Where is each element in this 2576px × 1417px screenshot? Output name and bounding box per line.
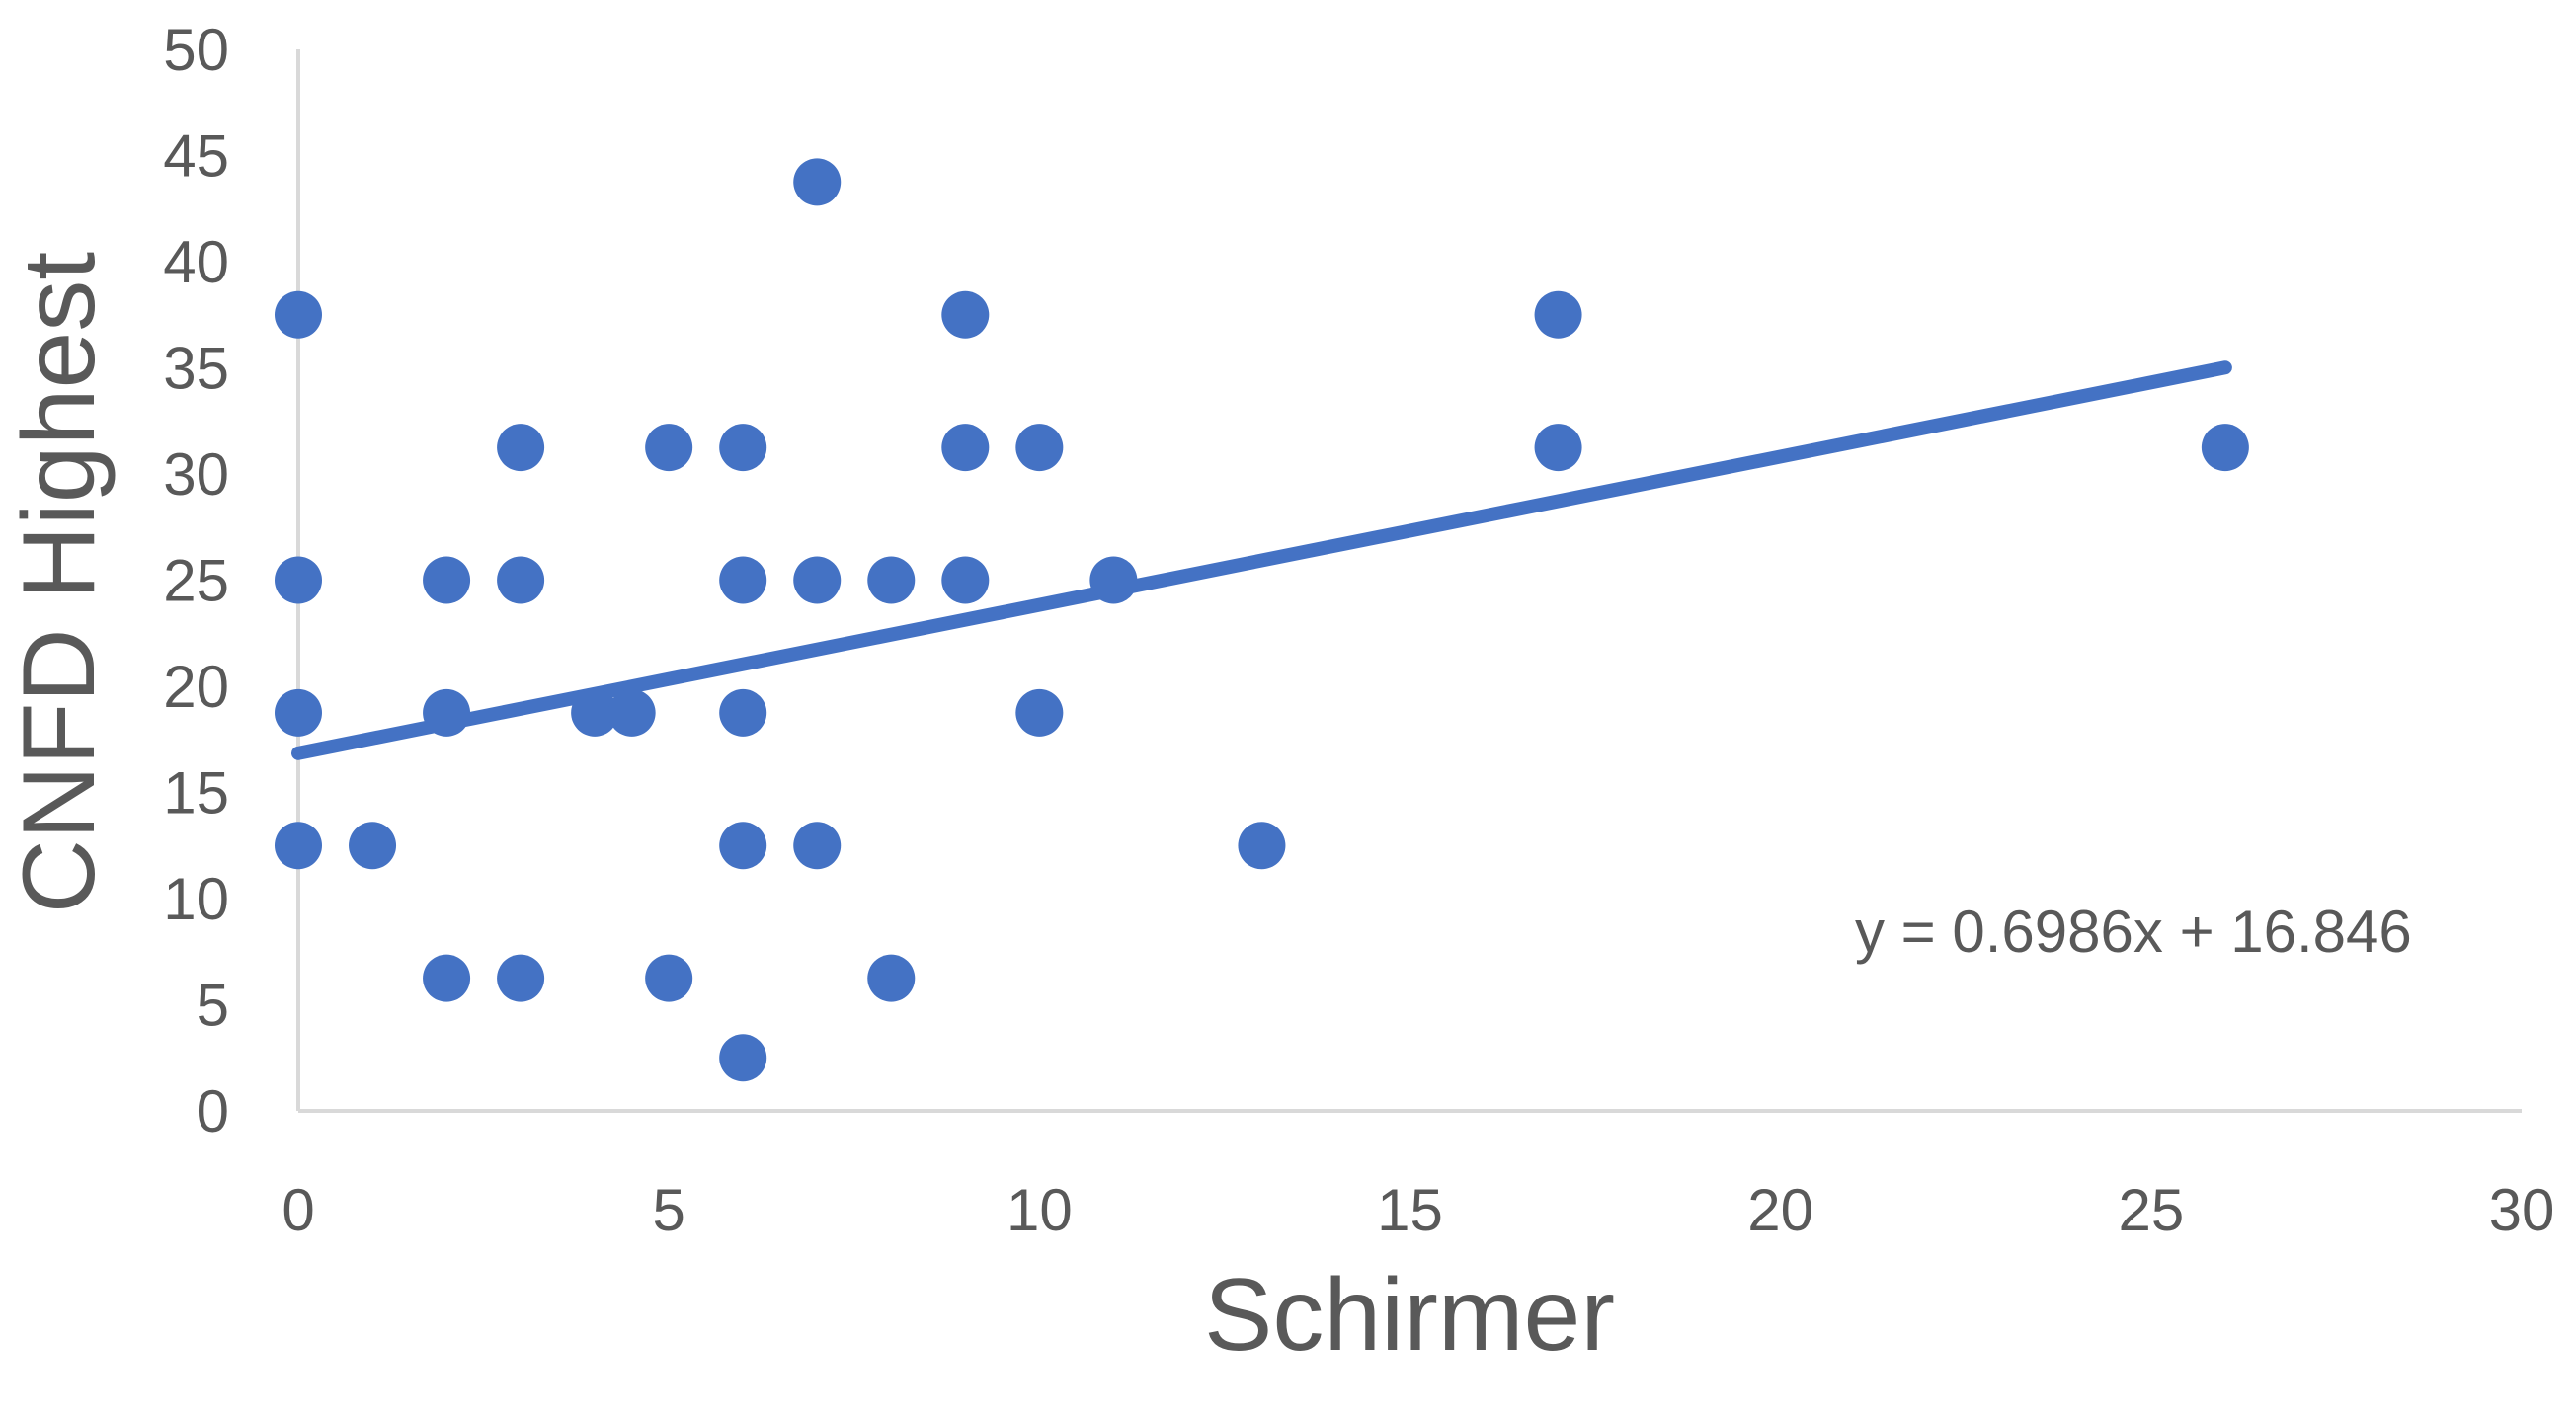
trendline-group: [291, 360, 2232, 760]
data-point: [1015, 688, 1064, 737]
data-point: [275, 290, 322, 339]
y-tick-label: 50: [163, 17, 229, 83]
data-point: [867, 954, 916, 1002]
x-tick-label: 15: [1377, 1177, 1443, 1243]
data-point: [571, 688, 619, 737]
y-axis-title: CNFD Highest: [2, 252, 117, 913]
y-tick-label: 5: [197, 973, 229, 1039]
y-tick-labels: 0 5 10 15 20 25 30 35 40 45 50: [163, 17, 229, 1144]
x-tick-label: 10: [1006, 1177, 1073, 1243]
data-point: [423, 954, 471, 1002]
trendline-equation: y = 0.6986x + 16.846: [1855, 899, 2412, 965]
x-tick-labels: 0 5 10 15 20 25 30: [282, 1177, 2554, 1243]
data-point: [941, 290, 990, 339]
x-tick-label: 30: [2489, 1177, 2555, 1243]
x-tick-label: 5: [652, 1177, 684, 1243]
y-tick-label: 15: [163, 760, 229, 827]
data-point: [1238, 822, 1286, 870]
data-point: [2201, 424, 2249, 472]
data-point: [793, 158, 842, 206]
data-point: [275, 556, 322, 604]
data-point: [719, 556, 767, 604]
y-tick-label: 45: [163, 123, 229, 190]
data-point: [1534, 424, 1582, 472]
y-tick-label: 0: [197, 1078, 229, 1144]
data-point: [941, 556, 990, 604]
data-point: [719, 424, 767, 472]
data-point: [719, 822, 767, 870]
data-point: [607, 688, 656, 737]
y-tick-label: 40: [163, 229, 229, 295]
data-point: [423, 688, 471, 737]
data-point: [645, 954, 693, 1002]
data-point: [719, 1034, 767, 1082]
data-point: [719, 688, 767, 737]
data-point: [867, 556, 916, 604]
data-point: [1089, 556, 1138, 604]
data-point: [793, 822, 842, 870]
x-tick-label: 20: [1747, 1177, 1813, 1243]
data-points: [275, 158, 2249, 1082]
data-point: [1015, 424, 1064, 472]
data-point: [275, 822, 322, 870]
data-point: [275, 688, 322, 737]
y-tick-label: 35: [163, 336, 229, 402]
data-point: [941, 424, 990, 472]
x-axis-title: Schirmer: [1204, 1258, 1615, 1373]
data-point: [497, 424, 545, 472]
data-point: [423, 556, 471, 604]
y-tick-label: 20: [163, 654, 229, 720]
data-point: [1534, 290, 1582, 339]
data-point: [497, 954, 545, 1002]
y-tick-label: 30: [163, 441, 229, 508]
data-point: [497, 556, 545, 604]
data-point: [645, 424, 693, 472]
y-tick-label: 25: [163, 548, 229, 614]
trendline: [291, 360, 2232, 760]
data-point: [349, 822, 397, 870]
x-tick-label: 25: [2118, 1177, 2184, 1243]
y-tick-label: 10: [163, 866, 229, 932]
x-tick-label: 0: [282, 1177, 314, 1243]
data-point: [793, 556, 842, 604]
